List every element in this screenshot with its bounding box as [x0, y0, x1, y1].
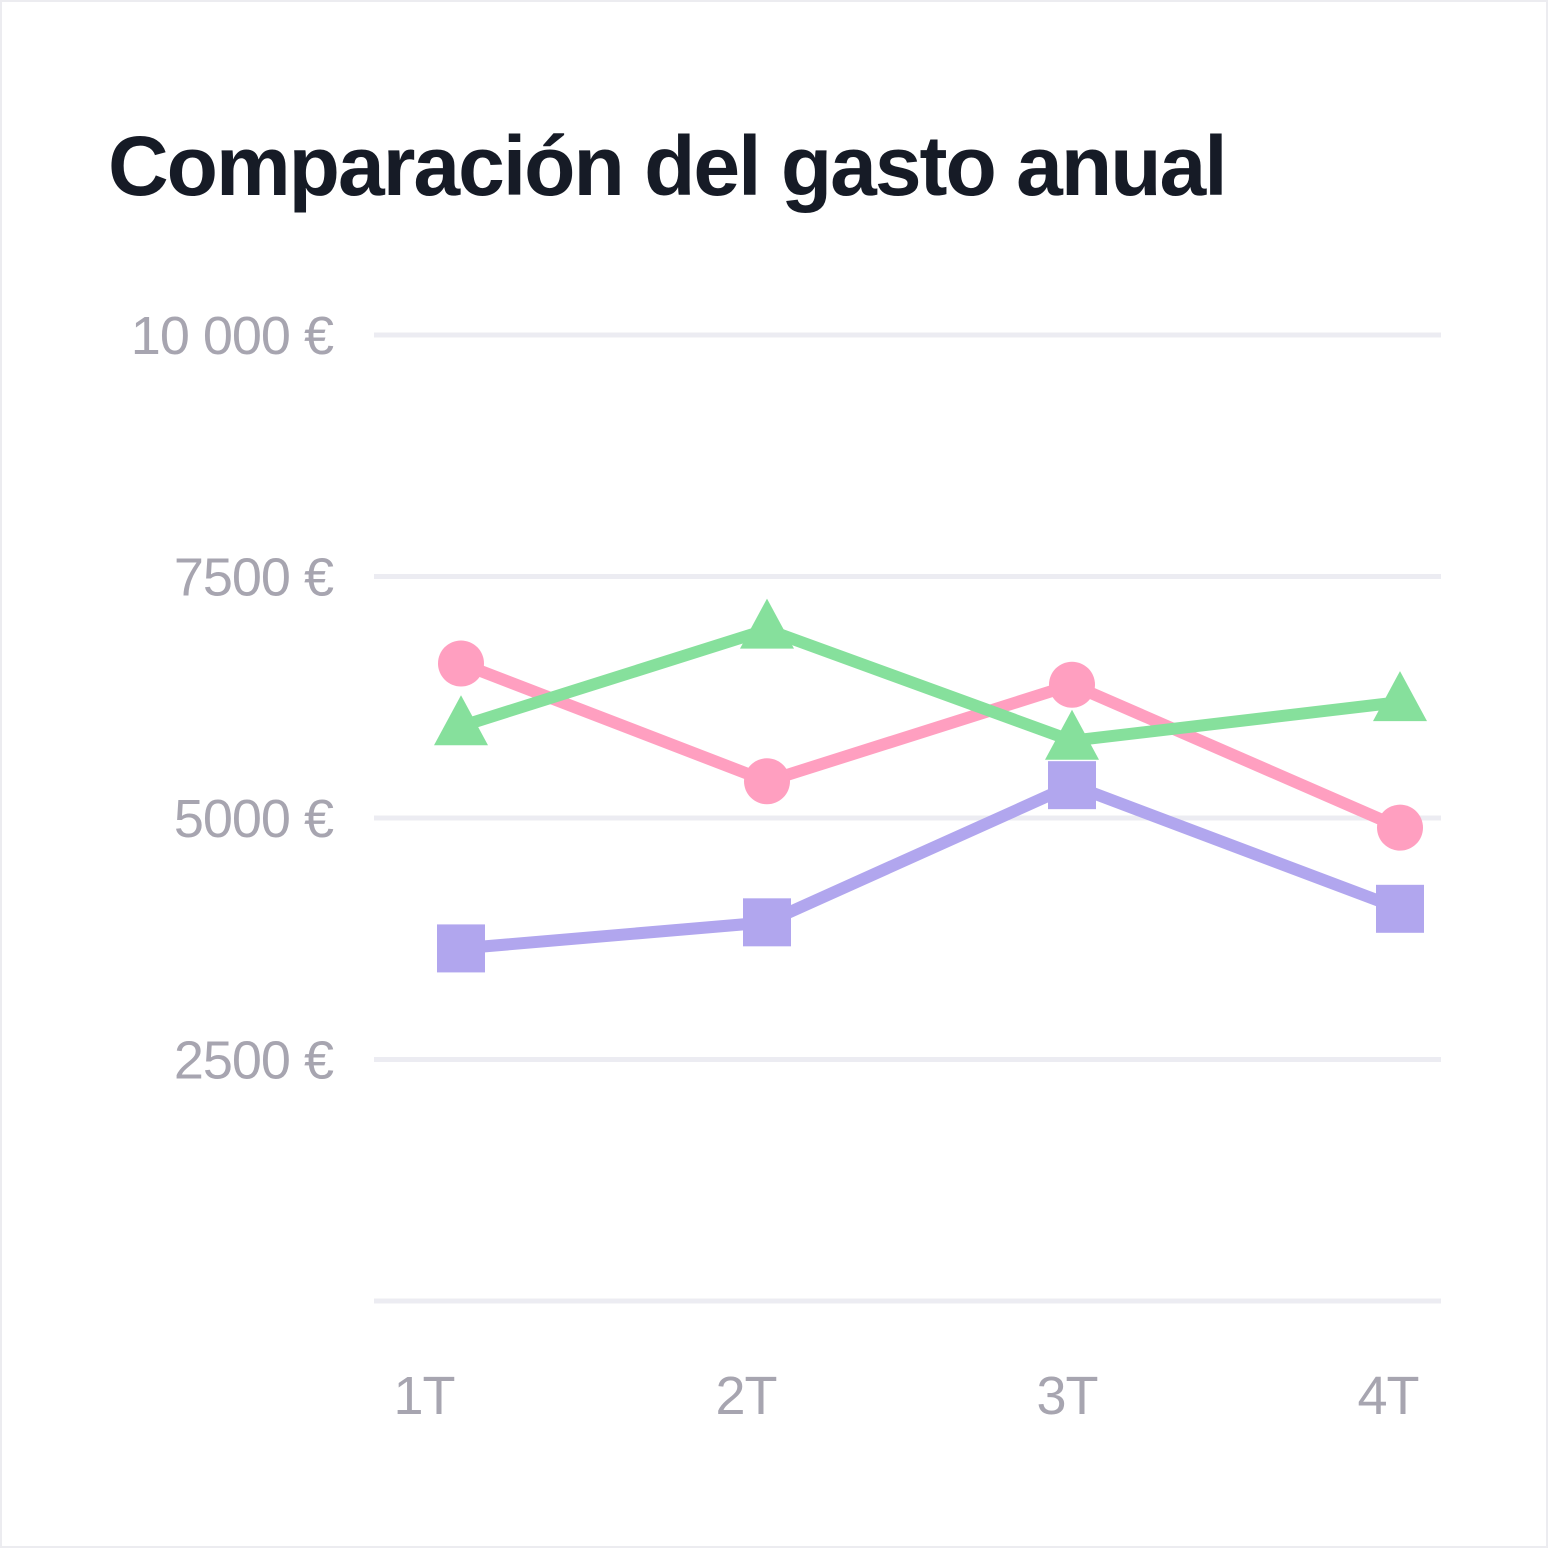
point-square-3T: [1048, 761, 1096, 810]
point-triangle-4T: [1373, 671, 1427, 722]
series-line-square: [455, 779, 1406, 955]
point-triangle-1T: [434, 695, 488, 746]
point-square-1T: [437, 924, 485, 973]
point-circle-2T: [744, 758, 790, 805]
point-triangle-2T: [740, 598, 794, 649]
x-tick-label: 2T: [715, 1366, 776, 1426]
chart-title: Comparación del gasto anual: [108, 119, 1228, 213]
y-tick-label: 5000 €: [174, 789, 334, 849]
point-circle-3T: [1049, 661, 1095, 708]
point-square-2T: [743, 898, 791, 947]
series-group: [434, 598, 1427, 973]
series-line-circle: [455, 657, 1406, 834]
x-tick-label: 1T: [393, 1366, 454, 1426]
point-triangle-3T: [1045, 709, 1099, 760]
gridlines: [374, 332, 1441, 1304]
y-axis-ticks: 10 000 € 7500 € 5000 € 2500 €: [131, 306, 335, 1091]
x-tick-label: 4T: [1357, 1366, 1418, 1426]
point-circle-4T: [1377, 804, 1423, 851]
y-tick-label: 7500 €: [174, 548, 334, 608]
x-axis-ticks: 1T 2T 3T 4T: [393, 1366, 1419, 1426]
point-square-4T: [1376, 884, 1424, 933]
series-line-triangle: [455, 623, 1406, 747]
point-circle-1T: [438, 640, 484, 687]
y-tick-label: 10 000 €: [131, 306, 334, 366]
x-tick-label: 3T: [1036, 1366, 1097, 1426]
y-tick-label: 2500 €: [174, 1031, 334, 1091]
